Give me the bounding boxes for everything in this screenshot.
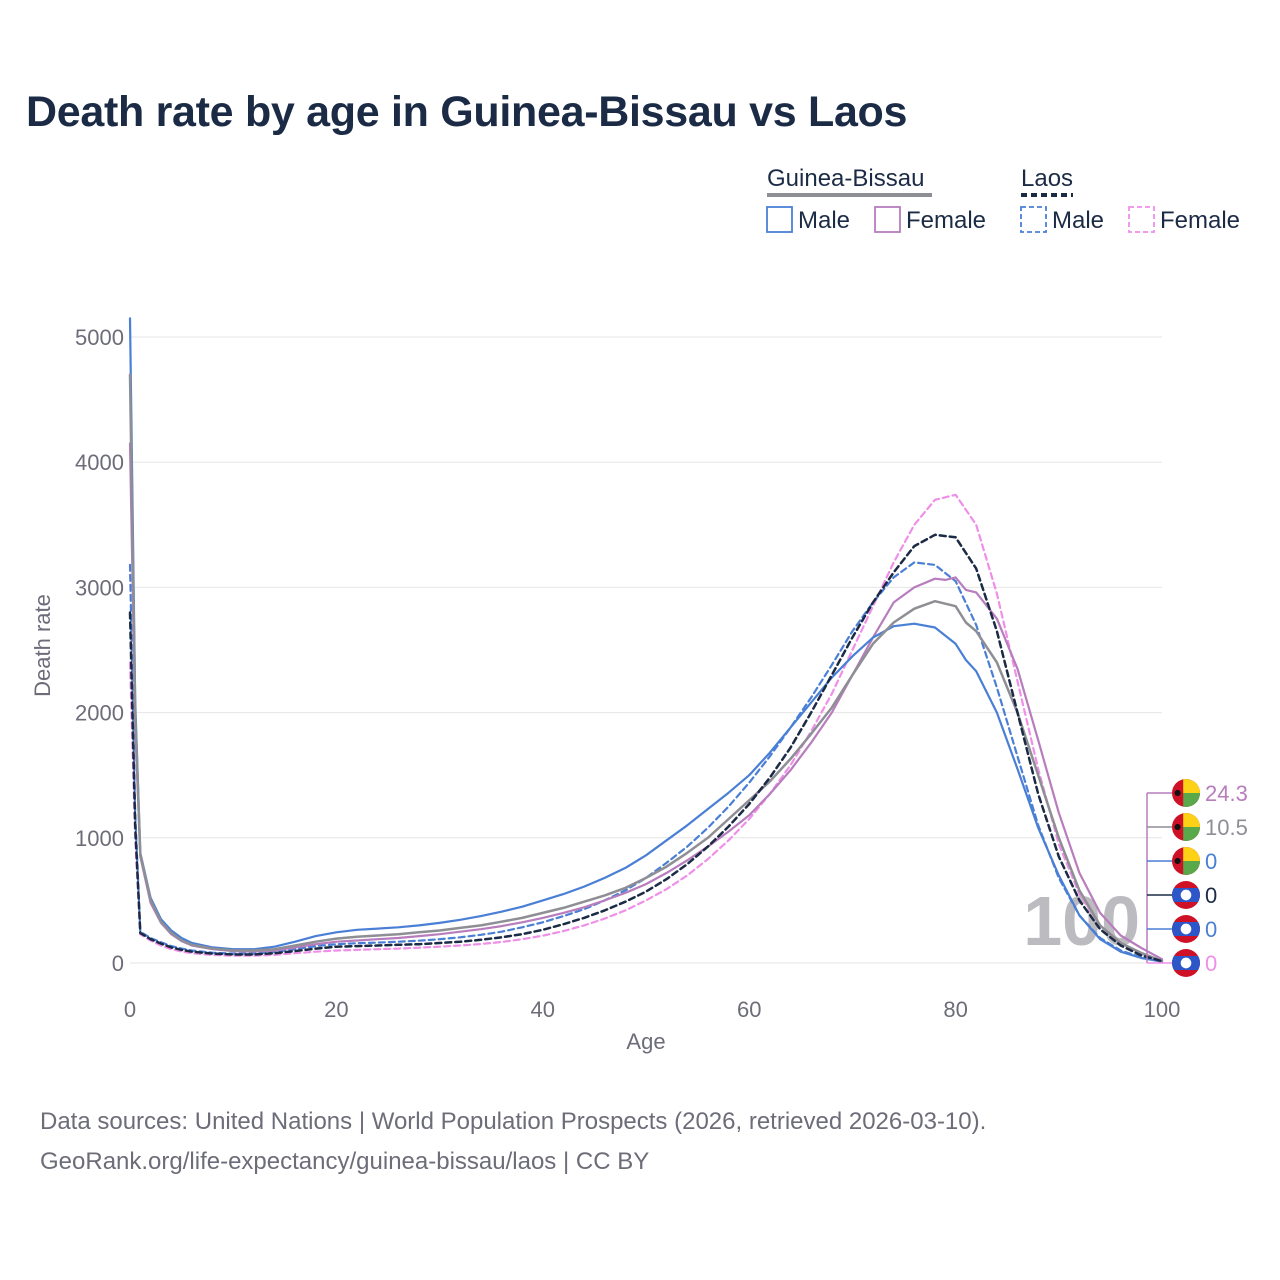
legend-male-label: Male <box>798 207 850 234</box>
x-tick-label: 60 <box>737 997 761 1022</box>
end-label-value: 0 <box>1205 917 1217 942</box>
end-label-value: 0 <box>1205 883 1217 908</box>
series-line-gb-female <box>128 442 1164 961</box>
legend-female-label: Female <box>906 207 986 234</box>
laos-flag-icon <box>1172 915 1200 943</box>
legend-male-label: Male <box>1052 207 1104 234</box>
x-tick-label: 40 <box>531 997 555 1022</box>
end-label-layer: 24.3 10.5 0 0 0 0 <box>1146 779 1248 977</box>
legend-group-title: Guinea-Bissau <box>767 165 924 192</box>
y-tick-label: 2000 <box>75 701 124 726</box>
end-label-value: 24.3 <box>1205 781 1248 806</box>
grid-layer <box>130 336 1162 964</box>
y-tick-label: 0 <box>112 951 124 976</box>
series-line-laos-female <box>128 493 1164 962</box>
x-tick-label: 20 <box>324 997 348 1022</box>
guinea-bissau-flag-icon <box>1172 847 1200 875</box>
end-label-value: 0 <box>1205 951 1217 976</box>
axis-layer: 0 1000 2000 3000 4000 5000 0 20 40 60 80 100 Age Deat… <box>30 325 1180 1054</box>
laos-flag-icon <box>1172 949 1200 977</box>
legend-female-label: Female <box>1160 207 1240 234</box>
guinea-bissau-flag-icon <box>1172 813 1200 841</box>
y-axis-title: Death rate <box>30 594 55 697</box>
series-line-gb-total <box>128 373 1164 963</box>
legend-group-title: Laos <box>1021 165 1073 192</box>
chart-title: Death rate by age in Guinea-Bissau vs La… <box>26 88 908 136</box>
footer-link[interactable]: GeoRank.org/life-expectancy/guinea-bissa… <box>40 1148 650 1175</box>
x-tick-label: 80 <box>943 997 967 1022</box>
legend-group-guinea-bissau[interactable]: Guinea-Bissau Male Female <box>766 165 986 234</box>
series-layer <box>128 317 1164 963</box>
guinea-bissau-flag-icon <box>1172 779 1200 807</box>
footer-source: Data sources: United Nations | World Pop… <box>40 1108 987 1135</box>
legend: Guinea-Bissau Male Female Laos Male Female <box>766 165 1240 234</box>
y-tick-label: 5000 <box>75 325 124 350</box>
x-tick-label: 100 <box>1144 997 1181 1022</box>
x-axis-title: Age <box>626 1029 665 1054</box>
legend-group-laos[interactable]: Laos Male Female <box>1020 165 1240 234</box>
end-label-value: 0 <box>1205 849 1217 874</box>
legend-female-swatch <box>874 206 901 233</box>
y-tick-label: 1000 <box>75 826 124 851</box>
series-line-gb-male <box>128 317 1164 963</box>
x-tick-label: 0 <box>124 997 136 1022</box>
series-line-laos-total <box>128 533 1164 963</box>
legend-male-swatch <box>1020 206 1047 233</box>
y-tick-label: 4000 <box>75 450 124 475</box>
end-label-value: 10.5 <box>1205 815 1248 840</box>
series-line-laos-male <box>128 561 1164 963</box>
legend-male-swatch <box>766 206 793 233</box>
laos-flag-icon <box>1172 881 1200 909</box>
y-tick-label: 3000 <box>75 575 124 600</box>
legend-female-swatch <box>1128 206 1155 233</box>
